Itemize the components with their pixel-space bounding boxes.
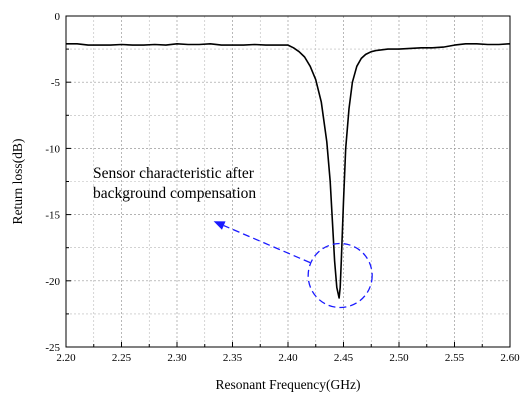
annotation-arrow-head: [213, 221, 226, 230]
grid-lines: [66, 16, 510, 347]
x-tick-label: 2.20: [56, 352, 76, 364]
y-tick-label: -20: [45, 276, 60, 288]
y-axis-title: Return loss(dB): [10, 139, 25, 225]
annotation-circle: [307, 242, 373, 309]
x-axis-title: Resonant Frequency(GHz): [215, 377, 360, 392]
y-axis-ticks: 0 -5 -10 -15 -20 -25: [45, 11, 71, 354]
series-line: [66, 43, 511, 299]
x-axis-ticks: 2.20 2.25 2.30 2.35 2.40 2.45 2.50 2.55 2.60: [56, 342, 520, 364]
annotation-text-line: Sensor characteristic after: [93, 165, 255, 182]
x-tick-label: 2.40: [278, 352, 298, 364]
y-tick-label: 0: [55, 11, 61, 23]
annotation-arrow-line: [223, 224, 311, 264]
x-tick-label: 2.45: [334, 352, 354, 364]
y-tick-label: -15: [45, 210, 60, 222]
annotation: Sensor characteristic after background co…: [93, 165, 373, 309]
y-tick-label: -10: [45, 143, 60, 155]
x-tick-label: 2.50: [389, 352, 409, 364]
x-tick-label: 2.60: [500, 352, 520, 364]
x-tick-label: 2.35: [223, 352, 243, 364]
annotation-text-line: background compensation: [93, 185, 256, 202]
y-tick-label: -5: [51, 77, 61, 89]
x-tick-label: 2.55: [445, 352, 465, 364]
y-tick-label: -25: [45, 342, 60, 354]
x-tick-label: 2.25: [112, 352, 132, 364]
plot-frame: [65, 15, 511, 348]
x-tick-label: 2.30: [167, 352, 187, 364]
